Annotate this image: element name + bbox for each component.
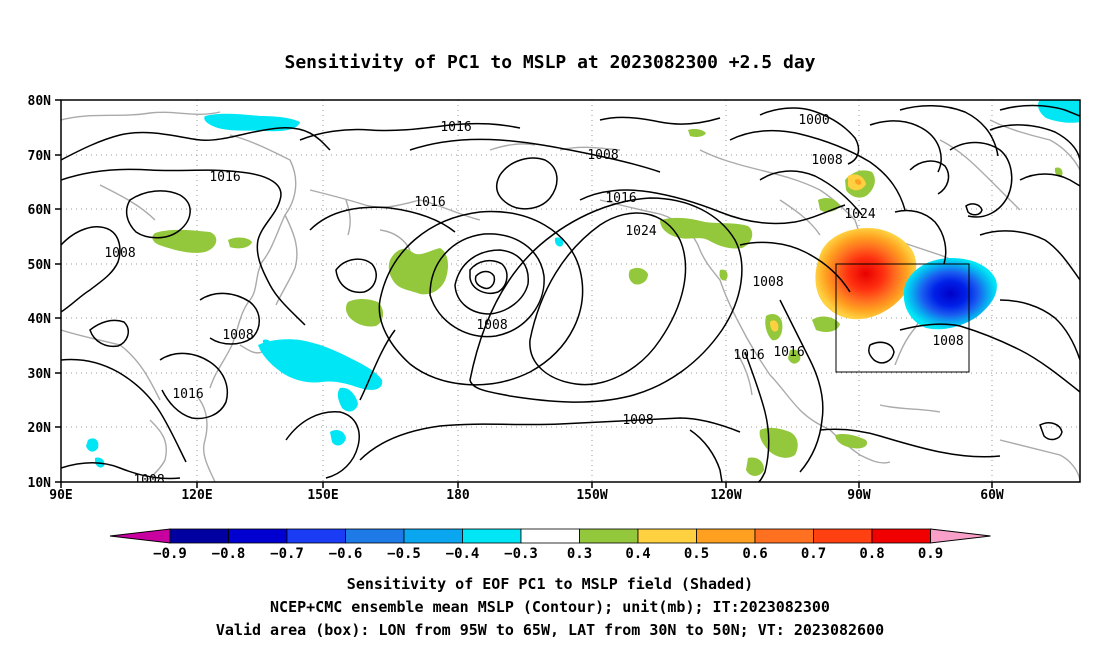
axis-ticks: [55, 99, 993, 488]
lon-tick-label: 90E: [49, 488, 72, 503]
colorbar-tick-label: 0.4: [625, 546, 650, 562]
lon-tick-label: 60W: [980, 488, 1004, 503]
contour-label: 1024: [625, 224, 656, 239]
lon-tick-label: 120W: [710, 488, 741, 503]
footer-line-2: NCEP+CMC ensemble mean MSLP (Contour); u…: [270, 598, 830, 616]
colorbar-tick-label: −0.4: [446, 546, 480, 562]
colorbar-max-arrow: [930, 528, 991, 544]
contour-label: 1024: [844, 207, 875, 222]
colorbar-tick-label: 0.6: [742, 546, 767, 562]
colorbar: −0.9 −0.8 −0.7 −0.6 −0.5 −0.4 −0.3 0.3 0.4 0.5 0.6…: [109, 528, 991, 562]
colorbar-tick-label: 0.5: [684, 546, 709, 562]
footer-line-1: Sensitivity of EOF PC1 to MSLP field (Sh…: [347, 575, 753, 593]
colorbar-swatch: [579, 528, 639, 544]
colorbar-swatch: [696, 528, 756, 544]
valid-area-box: [835, 263, 970, 373]
contour-labels: 1016 1000 1008 1008 1016 1016 1016 1024 …: [104, 113, 963, 488]
lat-tick-label: 40N: [28, 312, 52, 327]
contour-label: 1008: [587, 148, 618, 163]
lat-tick-label: 70N: [28, 149, 52, 164]
colorbar-swatch: [228, 528, 288, 544]
colorbar-swatch: [520, 528, 580, 544]
lat-tick-label: 80N: [28, 94, 52, 109]
map-frame: [60, 99, 1081, 483]
contour-label: 1016: [733, 348, 764, 363]
colorbar-swatch: [345, 528, 405, 544]
colorbar-tick-label: 0.3: [567, 546, 592, 562]
latitude-labels: 80N 70N 60N 50N 40N 30N 20N 10N: [28, 94, 52, 491]
contour-label: 1008: [752, 275, 783, 290]
contour-label: 1016: [414, 195, 445, 210]
contour-label: 1016: [605, 191, 636, 206]
contour-label: 1008: [222, 328, 253, 343]
colorbar-tick-label: −0.5: [387, 546, 421, 562]
colorbar-tick-label: −0.7: [270, 546, 304, 562]
lat-tick-label: 60N: [28, 203, 52, 218]
figure-title: Sensitivity of PC1 to MSLP at 2023082300…: [284, 52, 815, 73]
colorbar-swatch: [637, 528, 697, 544]
contour-label: 1008: [476, 318, 507, 333]
contour-label: 1000: [798, 113, 829, 128]
colorbar-tick-label: −0.9: [153, 546, 187, 562]
contour-label: 1016: [209, 170, 240, 185]
footer-line-3: Valid area (box): LON from 95W to 65W, L…: [216, 621, 884, 639]
colorbar-swatch: [871, 528, 931, 544]
contour-label: 1008: [811, 153, 842, 168]
lon-tick-label: 150W: [576, 488, 607, 503]
longitude-labels: 90E 120E 150E 180 150W 120W 90W 60W: [49, 488, 1004, 503]
contour-label: 1008: [622, 413, 653, 428]
colorbar-swatch: [813, 528, 873, 544]
colorbar-min-arrow: [109, 528, 171, 544]
lat-tick-label: 50N: [28, 258, 52, 273]
colorbar-tick-label: 0.9: [918, 546, 943, 562]
contour-label: 1016: [172, 387, 203, 402]
contour-label: 1016: [440, 120, 471, 135]
contour-label: 1008: [104, 246, 135, 261]
contour-label: 1008: [932, 334, 963, 349]
colorbar-tick-label: 0.7: [801, 546, 826, 562]
colorbar-tick-label: −0.6: [329, 546, 363, 562]
lat-tick-label: 30N: [28, 367, 52, 382]
lat-tick-label: 10N: [28, 476, 52, 491]
lon-tick-label: 150E: [307, 488, 338, 503]
colorbar-swatch: [169, 528, 229, 544]
colorbar-tick-label: −0.8: [212, 546, 246, 562]
lat-tick-label: 20N: [28, 421, 52, 436]
lon-tick-label: 180: [446, 488, 470, 503]
mslp-contours: [61, 104, 1080, 482]
contour-label: 1008: [133, 473, 164, 488]
colorbar-swatch: [403, 528, 463, 544]
contour-label: 1016: [773, 345, 804, 360]
lon-tick-label: 120E: [181, 488, 212, 503]
map-content: 1016 1000 1008 1008 1016 1016 1016 1024 …: [61, 100, 1080, 488]
lon-tick-label: 90W: [847, 488, 871, 503]
colorbar-swatch: [286, 528, 346, 544]
colorbar-tick-label: −0.3: [504, 546, 538, 562]
colorbar-tick-label: 0.8: [859, 546, 884, 562]
colorbar-swatch: [754, 528, 814, 544]
colorbar-swatch: [462, 528, 522, 544]
